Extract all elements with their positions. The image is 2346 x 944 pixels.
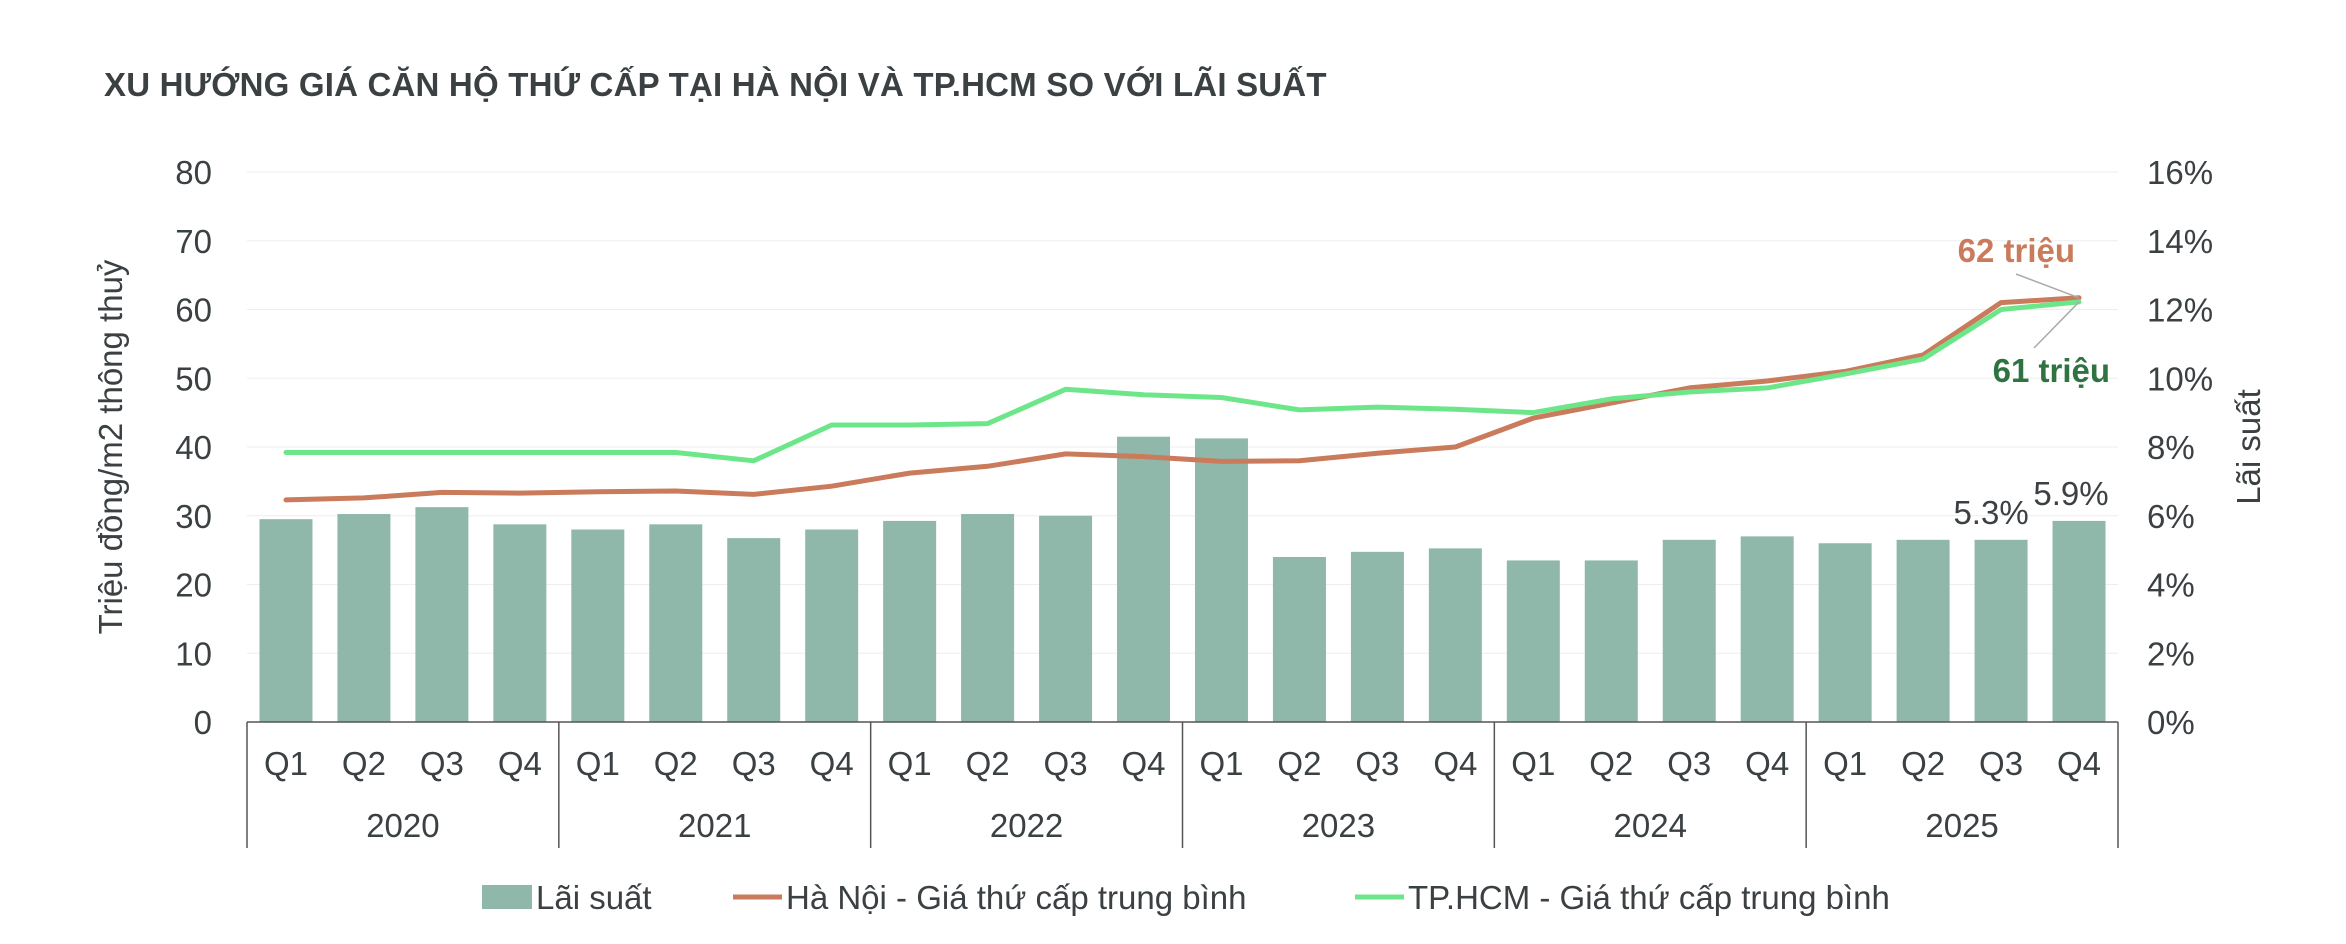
- y-left-tick-label: 70: [175, 223, 212, 260]
- hanoi-price-line: [283, 295, 2082, 503]
- x-quarter-label: Q1: [576, 745, 620, 782]
- interest-rate-bar: [1272, 557, 1326, 722]
- interest-rate-bar: [571, 529, 625, 722]
- interest-rate-bar: [1662, 539, 1716, 722]
- interest-rate-bar: [1117, 436, 1171, 722]
- x-year-label: 2023: [1302, 807, 1375, 844]
- y-right-tick-label: 2%: [2147, 635, 2195, 672]
- y-right-tick-label: 10%: [2147, 360, 2213, 397]
- x-quarter-label: Q3: [1044, 745, 1088, 782]
- x-quarter-label: Q1: [1511, 745, 1555, 782]
- x-quarter-label: Q2: [1277, 745, 1321, 782]
- interest-rate-bar: [259, 519, 313, 722]
- interest-rate-bar: [1974, 539, 2028, 722]
- x-quarter-label: Q2: [1901, 745, 1945, 782]
- interest-rate-bar: [1350, 551, 1404, 722]
- y-left-tick-label: 60: [175, 292, 212, 329]
- interest-rate-bar: [1818, 543, 1872, 722]
- y-right-tick-label: 6%: [2147, 498, 2195, 535]
- x-year-label: 2021: [678, 807, 751, 844]
- interest-rate-bar: [1428, 548, 1482, 722]
- hcm-callout-leader: [2033, 301, 2080, 349]
- hcm-price-line: [283, 299, 2082, 464]
- chart-title: XU HƯỚNG GIÁ CĂN HỘ THỨ CẤP TẠI HÀ NỘI V…: [104, 66, 1327, 103]
- x-quarter-label: Q4: [1745, 745, 1789, 782]
- x-quarter-label: Q2: [654, 745, 698, 782]
- interest-rate-bar: [961, 514, 1015, 722]
- y-right-tick-label: 12%: [2147, 292, 2213, 329]
- bar-data-label: 5.9%: [2033, 475, 2108, 512]
- interest-rate-bar: [1506, 560, 1560, 722]
- y-left-tick-label: 30: [175, 498, 212, 535]
- x-year-label: 2025: [1925, 807, 1998, 844]
- x-quarter-label: Q3: [732, 745, 776, 782]
- interest-rate-bar: [1194, 438, 1248, 722]
- y-left-tick-label: 20: [175, 567, 212, 604]
- hcm-end-label: 61 triệu: [1993, 352, 2110, 389]
- bar-data-label: 5.3%: [1953, 494, 2028, 531]
- x-quarter-label: Q4: [1122, 745, 1166, 782]
- interest-rate-bar: [1740, 536, 1794, 722]
- interest-rate-bar: [649, 524, 703, 722]
- x-year-label: 2022: [990, 807, 1063, 844]
- interest-rate-bar: [337, 514, 391, 722]
- y-left-tick-label: 40: [175, 429, 212, 466]
- interest-rate-bar: [1584, 560, 1638, 722]
- hanoi-callout-leader: [2015, 273, 2080, 299]
- x-quarter-label: Q2: [1589, 745, 1633, 782]
- interest-rate-bar: [493, 524, 547, 722]
- x-year-label: 2024: [1614, 807, 1687, 844]
- x-quarter-label: Q2: [966, 745, 1010, 782]
- y-left-tick-label: 50: [175, 360, 212, 397]
- x-quarter-label: Q3: [1667, 745, 1711, 782]
- hanoi-end-label: 62 triệu: [1958, 232, 2075, 269]
- x-quarter-label: Q1: [1823, 745, 1867, 782]
- x-quarter-label: Q3: [1979, 745, 2023, 782]
- interest-rate-bar: [2052, 520, 2106, 722]
- legend-label-interest-rate: Lãi suất: [536, 879, 652, 916]
- y-right-tick-label: 16%: [2147, 154, 2213, 191]
- x-quarter-label: Q4: [498, 745, 542, 782]
- y-right-tick-label: 14%: [2147, 223, 2213, 260]
- y-left-tick-label: 80: [175, 154, 212, 191]
- y-right-tick-label: 0%: [2147, 704, 2195, 741]
- interest-rate-bar: [805, 529, 859, 722]
- interest-rate-bar: [727, 538, 781, 722]
- legend-label-hcm: TP.HCM - Giá thứ cấp trung bình: [1408, 879, 1890, 916]
- x-quarter-label: Q1: [264, 745, 308, 782]
- legend-swatch-interest-rate: [482, 885, 532, 909]
- x-quarter-label: Q3: [420, 745, 464, 782]
- x-quarter-label: Q3: [1355, 745, 1399, 782]
- y-right-axis-title: Lãi suất: [2230, 389, 2267, 505]
- y-left-tick-label: 10: [175, 635, 212, 672]
- interest-rate-bar: [1896, 539, 1950, 722]
- x-quarter-label: Q4: [810, 745, 854, 782]
- x-quarter-label: Q1: [888, 745, 932, 782]
- interest-rate-bar: [415, 507, 469, 722]
- x-year-label: 2020: [366, 807, 439, 844]
- interest-rate-bar: [1039, 515, 1093, 722]
- x-quarter-label: Q1: [1199, 745, 1243, 782]
- x-quarter-label: Q2: [342, 745, 386, 782]
- interest-rate-bar: [883, 520, 937, 722]
- y-left-tick-label: 0: [194, 704, 212, 741]
- x-quarter-label: Q4: [1433, 745, 1477, 782]
- y-right-tick-label: 8%: [2147, 429, 2195, 466]
- x-quarter-label: Q4: [2057, 745, 2101, 782]
- legend-label-hanoi: Hà Nội - Giá thứ cấp trung bình: [786, 879, 1247, 916]
- y-left-axis-title: Triệu đồng/m2 thông thuỷ: [92, 259, 129, 634]
- y-right-tick-label: 4%: [2147, 567, 2195, 604]
